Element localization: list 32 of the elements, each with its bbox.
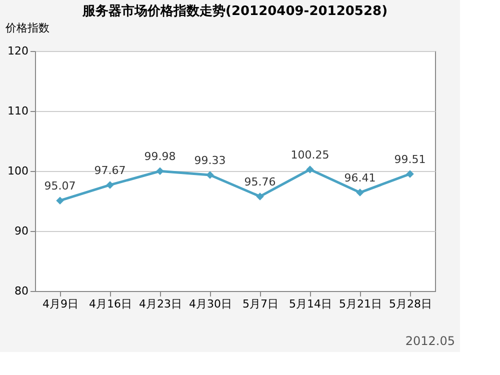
data-label: 99.33 bbox=[194, 154, 226, 168]
point bbox=[206, 171, 214, 179]
point bbox=[156, 167, 164, 175]
data-label: 100.25 bbox=[290, 148, 330, 162]
point bbox=[406, 170, 414, 178]
y-tick-label: 80 bbox=[14, 284, 28, 298]
y-axis-title: 价格指数 bbox=[4, 22, 50, 34]
text: 2012.05 bbox=[405, 334, 455, 348]
y-tick-label: 100 bbox=[8, 164, 28, 178]
x-tick-label: 4月30日 bbox=[189, 298, 232, 310]
x-tick-label: 5月28日 bbox=[389, 298, 432, 310]
data-label: 95.07 bbox=[44, 180, 76, 193]
chart-title: 服务器市场价格指数走势(20120409-20120528) bbox=[81, 3, 388, 19]
x-tick-label: 4月23日 bbox=[139, 298, 182, 310]
x-tick-label: 4月16日 bbox=[89, 298, 132, 310]
point bbox=[56, 196, 64, 204]
y-tick-label: 120 bbox=[8, 44, 28, 58]
y-tick-label: 90 bbox=[14, 224, 28, 238]
data-label: 99.51 bbox=[394, 152, 426, 166]
data-label: 95.76 bbox=[244, 175, 276, 188]
point bbox=[356, 188, 364, 196]
data-label: 96.41 bbox=[344, 172, 376, 185]
x-tick-label: 5月21日 bbox=[339, 298, 382, 310]
x-tick-label: 4月9日 bbox=[42, 298, 78, 310]
point bbox=[106, 181, 114, 189]
data-label: 99.98 bbox=[144, 150, 176, 164]
y-tick-label: 110 bbox=[8, 104, 28, 118]
point bbox=[256, 192, 264, 200]
x-tick-label: 5月7日 bbox=[242, 298, 278, 310]
data-label: 97.67 bbox=[94, 164, 126, 177]
x-tick-label: 5月14日 bbox=[289, 298, 332, 310]
point bbox=[306, 166, 314, 174]
